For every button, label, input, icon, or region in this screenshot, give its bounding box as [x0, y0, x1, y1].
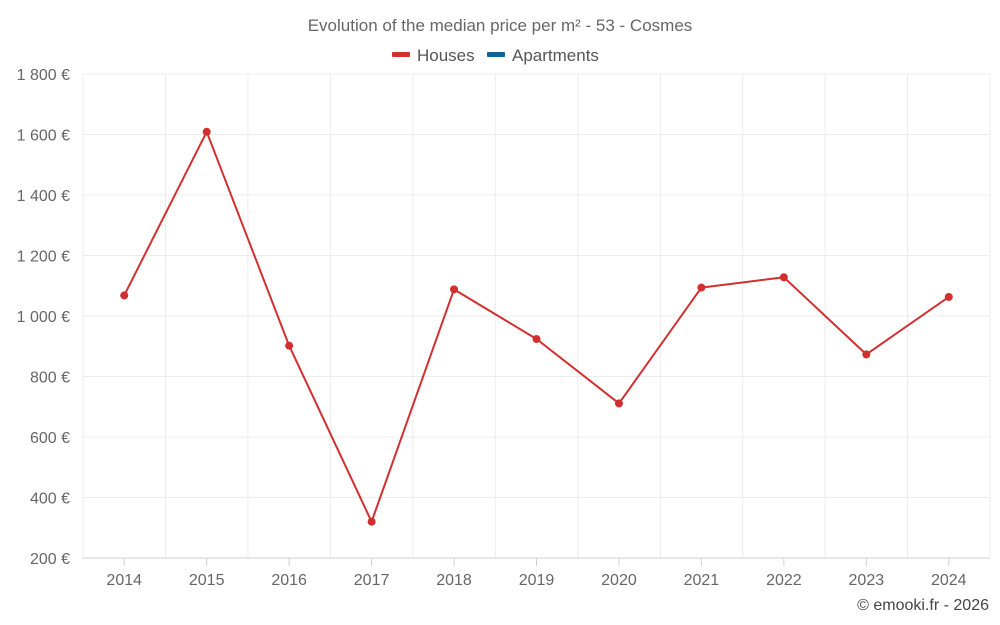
data-point[interactable]	[532, 334, 541, 343]
data-point[interactable]	[120, 291, 129, 300]
legend-swatch	[392, 52, 410, 57]
grid	[82, 73, 991, 559]
series-houses	[120, 127, 953, 526]
legend-label: Apartments	[512, 46, 599, 65]
data-point[interactable]	[779, 273, 788, 282]
legend-item-houses[interactable]: Houses	[392, 46, 475, 65]
data-point[interactable]	[614, 399, 623, 408]
x-tick-label: 2021	[684, 572, 720, 589]
axes: 200 € 400 € 600 € 800 € 1 000 € 1 200 € 1 400 …	[17, 67, 990, 589]
series	[120, 127, 953, 526]
x-tick-label: 2017	[354, 572, 390, 589]
chart-title: Evolution of the median price per m² - 5…	[308, 16, 693, 35]
credit-text: © emooki.fr - 2026	[857, 597, 989, 614]
legend: Houses Apartments	[392, 46, 599, 65]
y-tick-label: 1 600 €	[17, 128, 70, 145]
y-tick-label: 800 €	[30, 370, 70, 387]
x-tick-label: 2024	[931, 572, 967, 589]
y-tick-label: 600 €	[30, 430, 70, 447]
legend-label: Houses	[417, 46, 475, 65]
x-tick-label: 2016	[271, 572, 307, 589]
x-tick-label: 2015	[189, 572, 225, 589]
data-point[interactable]	[697, 283, 706, 292]
data-point[interactable]	[285, 341, 294, 350]
x-tick-label: 2014	[106, 572, 142, 589]
data-point[interactable]	[450, 285, 459, 294]
x-tick-label: 2022	[766, 572, 802, 589]
y-tick-label: 400 €	[30, 491, 70, 508]
x-tick-label: 2023	[849, 572, 885, 589]
y-tick-label: 1 000 €	[17, 309, 70, 326]
x-tick-label: 2018	[436, 572, 472, 589]
data-point[interactable]	[944, 292, 953, 301]
y-tick-label: 1 800 €	[17, 67, 70, 84]
y-tick-label: 1 200 €	[17, 249, 70, 266]
data-point[interactable]	[862, 350, 871, 359]
y-tick-label: 1 400 €	[17, 188, 70, 205]
y-tick-label: 200 €	[30, 551, 70, 568]
data-point[interactable]	[367, 517, 376, 526]
x-tick-label: 2019	[519, 572, 555, 589]
x-tick-label: 2020	[601, 572, 637, 589]
legend-item-apartments[interactable]: Apartments	[487, 46, 599, 65]
legend-swatch	[487, 52, 505, 57]
data-point[interactable]	[202, 127, 211, 136]
